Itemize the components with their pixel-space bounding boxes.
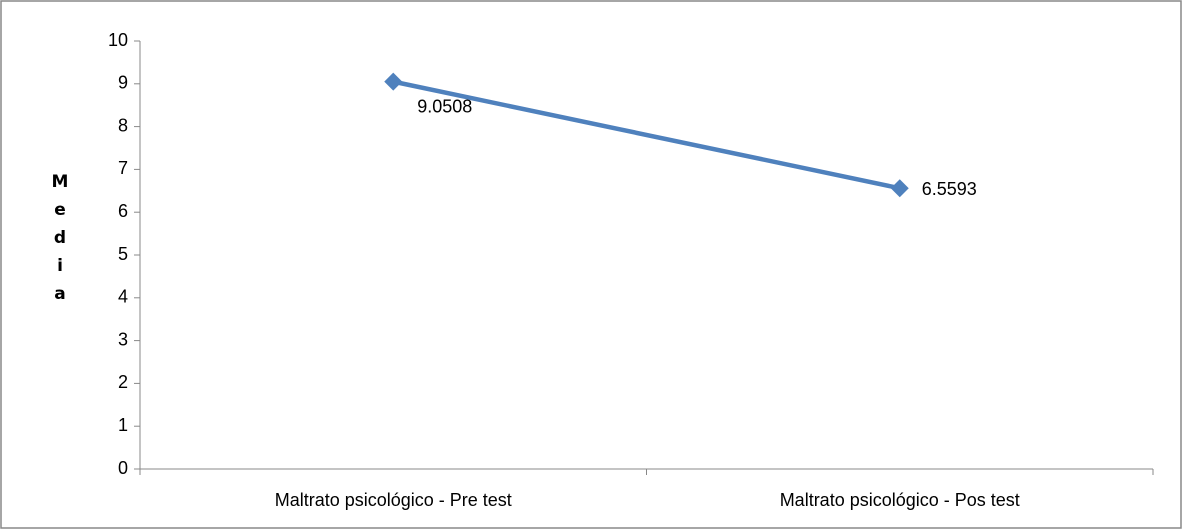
y-tick-label: 1 [118,415,128,435]
y-tick-label: 5 [118,244,128,264]
y-tick-label: 2 [118,372,128,392]
y-tick-label: 8 [118,115,128,135]
y-tick-label: 4 [118,287,128,307]
x-tick-label: Maltrato psicológico - Pre test [275,490,512,510]
x-tick-label: Maltrato psicológico - Pos test [780,490,1020,510]
y-tick-label: 7 [118,158,128,178]
point [890,179,909,198]
y-axis-label: Media [50,172,70,312]
y-tick-label: 0 [118,458,128,478]
data-label: 6.5593 [922,179,977,199]
point [384,72,403,91]
data-label: 9.0508 [417,96,472,116]
y-tick-label: 6 [118,201,128,221]
y-tick-label: 10 [108,30,128,50]
y-tick-label: 3 [118,329,128,349]
y-tick-label: 9 [118,73,128,93]
line-series [392,79,901,191]
